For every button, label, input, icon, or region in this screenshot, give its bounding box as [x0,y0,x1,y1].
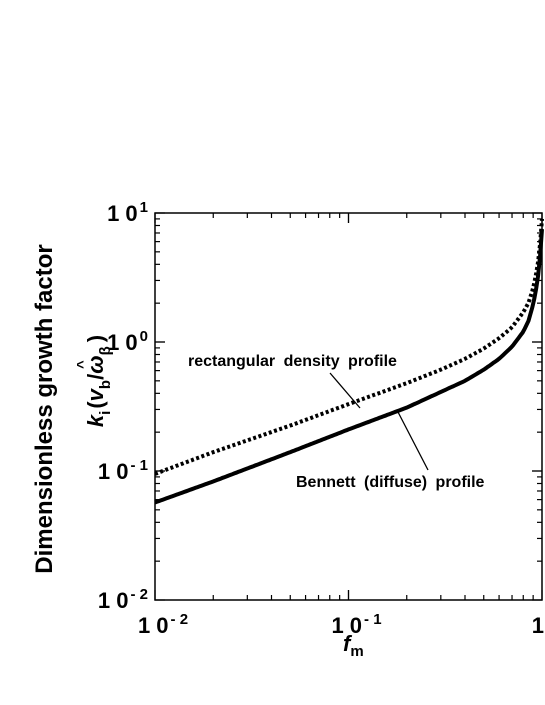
x-axis-label: fm [343,631,364,660]
plot-frame [154,212,543,601]
svg-text:^: ^ [74,360,91,369]
curves [154,218,544,505]
leader-line-rectangular [329,372,361,409]
leader-line-bennett [397,411,429,471]
y-tick-label: 1 0- 2 [98,586,148,613]
y-axis-label-secondary: ki(vb/ωβ) ^ [74,335,114,427]
x-tick-label: 1 0- 2 [138,611,188,638]
y-tick-label: 1 0- 1 [98,457,148,484]
y-axis-label: Dimensionless growth factor [31,244,58,573]
axes [154,212,543,601]
annotation-rectangular: rectangular density profile [188,353,397,370]
series-rectangular-line [154,218,544,476]
x-tick-label: 1 0- 1 [331,611,381,638]
annotations: rectangular density profile Bennett (diff… [188,353,485,491]
x-tick-label: 1 [532,613,544,638]
series-bennett-line [154,228,544,505]
svg-text:ki(vb/ωβ): ki(vb/ωβ) [83,335,114,427]
annotation-bennett: Bennett (diffuse) profile [296,474,485,491]
